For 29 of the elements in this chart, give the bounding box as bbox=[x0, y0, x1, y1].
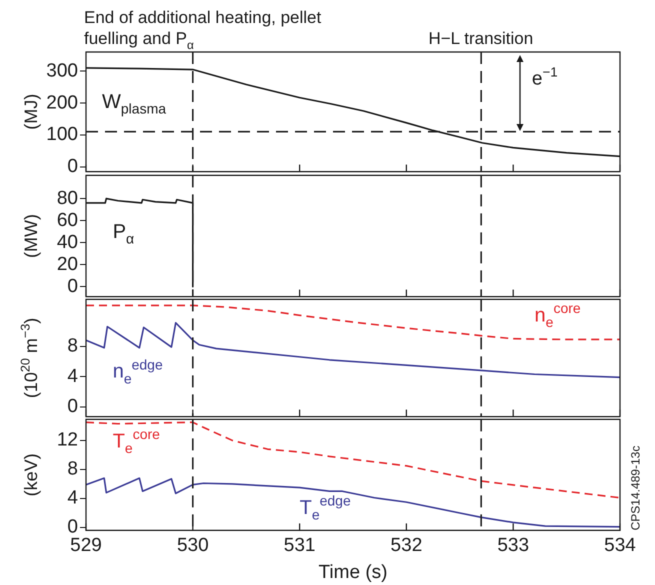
y-tick-label: 80 bbox=[56, 188, 78, 209]
y-tick-label: 8 bbox=[67, 336, 78, 357]
y-axis-title: (MJ) bbox=[21, 94, 41, 130]
y-tick-label: 20 bbox=[56, 254, 78, 275]
y-tick-label: 0 bbox=[67, 396, 78, 418]
y-tick-label: 0 bbox=[67, 156, 78, 178]
x-tick-label: 529 bbox=[70, 535, 102, 556]
y-tick-label: 40 bbox=[56, 232, 78, 253]
y-axis-title: (1020 m−3) bbox=[18, 318, 41, 398]
text: CPS14.489-13c bbox=[628, 446, 642, 530]
y-tick-label: 200 bbox=[46, 92, 78, 114]
ref-line-label: H−L transition bbox=[428, 29, 534, 48]
y-tick-label: 4 bbox=[67, 488, 78, 509]
y-tick-label: 60 bbox=[56, 210, 78, 231]
x-axis-title: Time (s) bbox=[318, 562, 388, 583]
x-tick-label: 531 bbox=[284, 535, 316, 556]
y-tick-label: 0 bbox=[67, 276, 78, 297]
y-axis-title: (MW) bbox=[21, 214, 41, 258]
y-tick-label: 4 bbox=[67, 366, 78, 387]
y-tick-label: 300 bbox=[46, 60, 78, 82]
y-tick-label: 12 bbox=[56, 430, 78, 451]
y-axis-title: (keV) bbox=[21, 453, 41, 496]
y-tick-label: 100 bbox=[46, 124, 78, 146]
x-tick-label: 530 bbox=[176, 535, 209, 556]
x-tick-label: 534 bbox=[604, 535, 636, 556]
x-tick-label: 533 bbox=[497, 535, 530, 556]
y-tick-label: 8 bbox=[67, 458, 78, 480]
x-tick-label: 532 bbox=[390, 535, 422, 556]
y-tick-label: 0 bbox=[67, 516, 78, 538]
